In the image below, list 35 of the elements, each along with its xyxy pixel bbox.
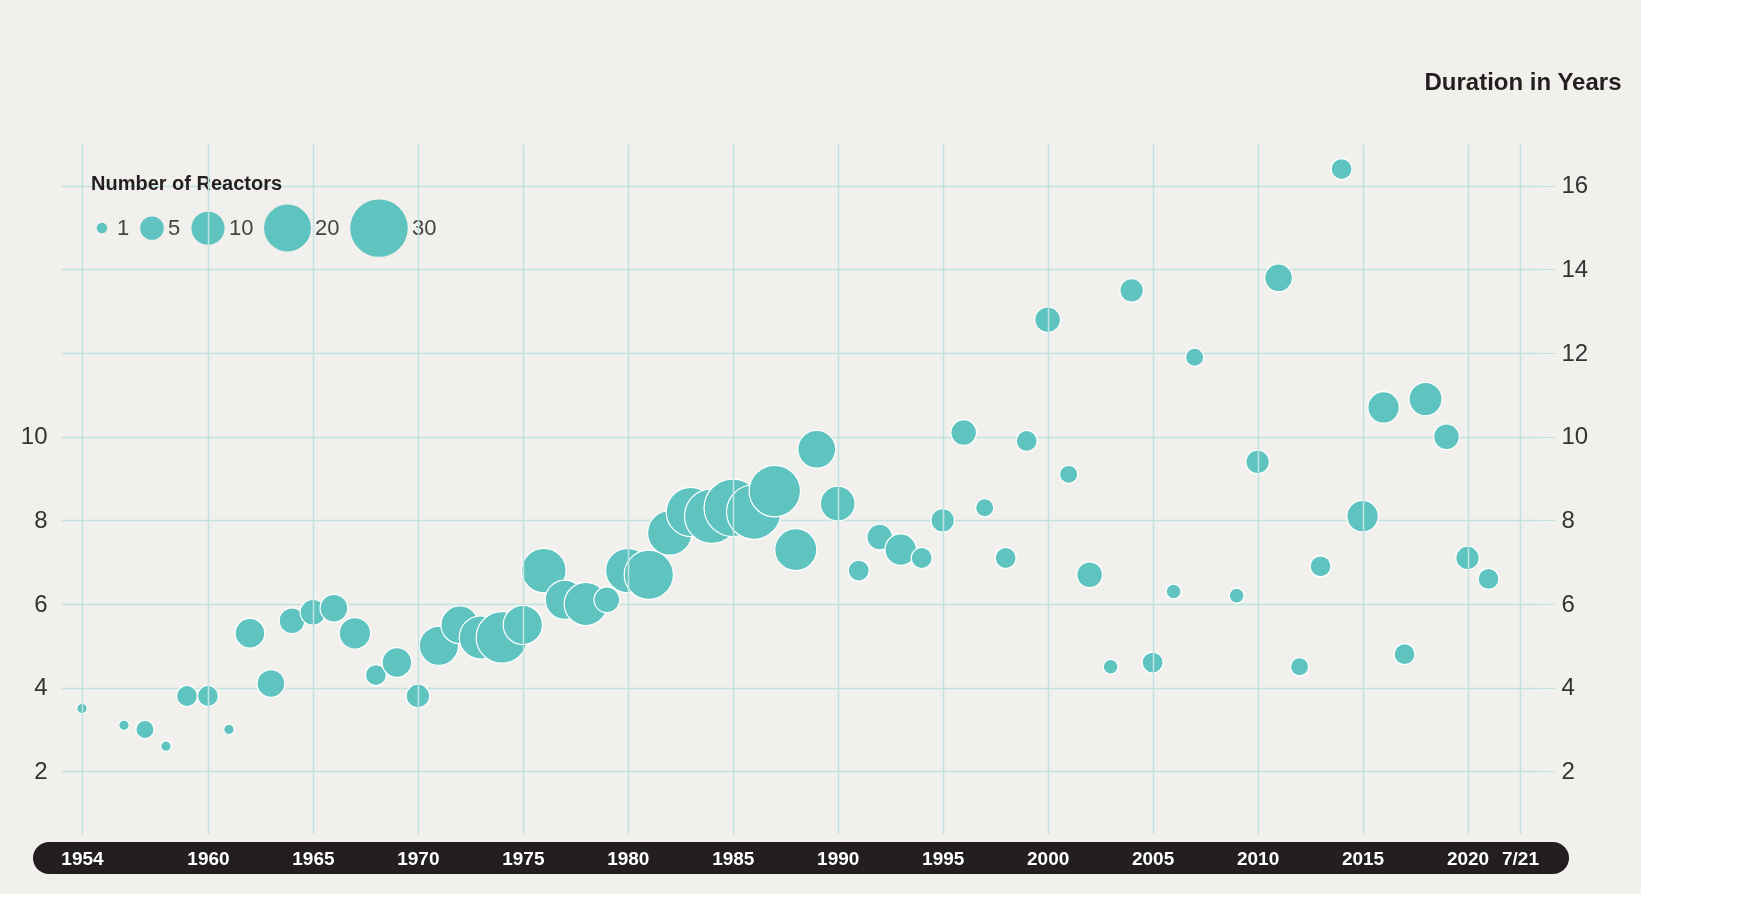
x-tick-label: 7/21 — [1502, 847, 1540, 869]
y2-tick-label: 6 — [1561, 589, 1575, 617]
x-tick-label: 2020 — [1446, 847, 1490, 869]
legend-label: 1 — [117, 215, 130, 240]
x-tick-label: 2010 — [1236, 847, 1280, 869]
x-tick-label: 2015 — [1341, 847, 1385, 869]
y2-tick-label: 16 — [1561, 171, 1589, 199]
x-tick-label: 1990 — [817, 847, 860, 869]
legend-title: Number of Reactors — [91, 172, 283, 194]
y2-tick-label: 12 — [1561, 338, 1589, 366]
y-tick-label: 6 — [34, 589, 48, 617]
x-tick-label: 1985 — [712, 847, 755, 869]
y-tick-label: 8 — [34, 505, 48, 533]
legend-label: 5 — [168, 215, 181, 241]
x-tick-label: 2005 — [1131, 847, 1175, 869]
y-tick-label: 10 — [20, 422, 48, 450]
x-tick-label: 1975 — [502, 847, 545, 869]
x-tick-label: 2000 — [1027, 847, 1070, 869]
x-tick-label: 1954 — [61, 847, 105, 869]
y-tick-label: 2 — [34, 756, 48, 784]
x-tick-label: 1965 — [292, 847, 335, 869]
x-tick-label: 1960 — [187, 847, 230, 869]
y2-tick-label: 8 — [1561, 505, 1575, 533]
y2-tick-label: 10 — [1561, 422, 1589, 450]
y2-tick-label: 2 — [1561, 756, 1575, 784]
x-tick-label: 1970 — [397, 847, 440, 869]
legend-label: 30 — [412, 215, 437, 241]
x-tick-label: 1995 — [922, 847, 965, 869]
y2-tick-label: 4 — [1561, 673, 1575, 701]
x-tick-label: 1980 — [607, 847, 650, 869]
legend-label: 10 — [229, 215, 254, 241]
y2-tick-label: 14 — [1561, 254, 1589, 282]
y2-axis-title: Duration in Years — [1424, 67, 1622, 95]
legend-label: 20 — [315, 215, 340, 241]
y-tick-label: 4 — [34, 673, 48, 701]
